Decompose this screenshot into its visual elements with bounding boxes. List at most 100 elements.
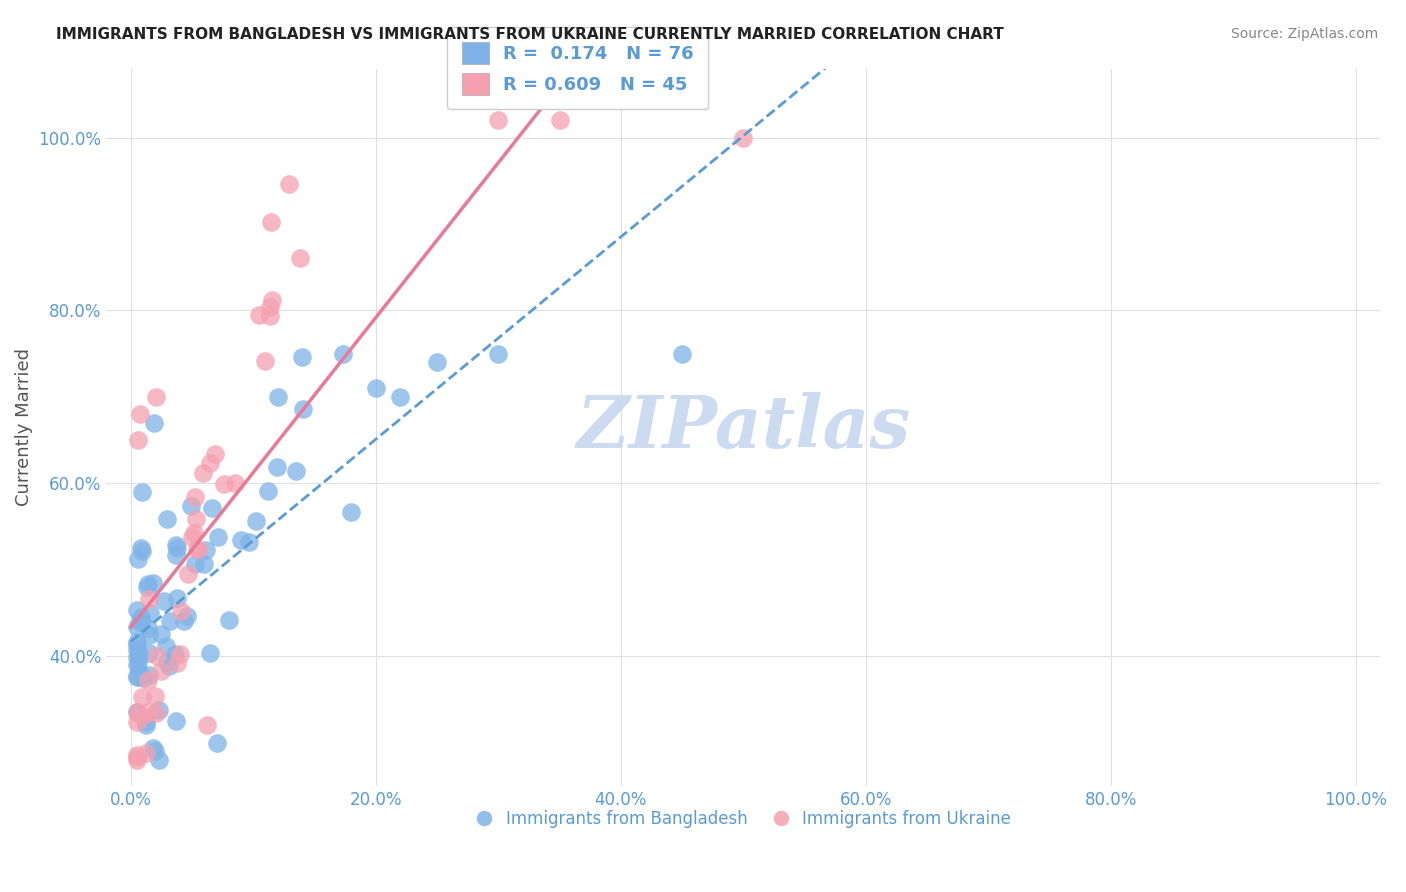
Point bbox=[262, 293, 284, 307]
Point bbox=[128, 665, 150, 679]
Point bbox=[125, 670, 148, 684]
Point bbox=[291, 402, 314, 417]
Point bbox=[142, 416, 165, 430]
Text: Source: ZipAtlas.com: Source: ZipAtlas.com bbox=[1230, 27, 1378, 41]
Point bbox=[165, 714, 187, 728]
Point bbox=[201, 500, 224, 515]
Point bbox=[165, 548, 187, 562]
Point bbox=[389, 390, 412, 404]
Point bbox=[166, 541, 188, 555]
Point bbox=[183, 526, 205, 541]
Point bbox=[125, 750, 148, 764]
Point bbox=[259, 300, 281, 314]
Point bbox=[143, 690, 166, 704]
Point bbox=[129, 615, 152, 630]
Point bbox=[131, 690, 153, 705]
Point bbox=[125, 638, 148, 652]
Point bbox=[129, 613, 152, 627]
Point bbox=[169, 647, 191, 661]
Point bbox=[169, 604, 191, 618]
Point bbox=[135, 746, 157, 760]
Point bbox=[231, 533, 253, 547]
Point bbox=[127, 552, 149, 566]
Point bbox=[163, 647, 186, 661]
Point bbox=[127, 620, 149, 634]
Point bbox=[291, 350, 314, 364]
Point bbox=[267, 390, 290, 404]
Point bbox=[671, 347, 693, 361]
Point bbox=[288, 252, 311, 266]
Point bbox=[426, 355, 449, 369]
Point bbox=[340, 505, 363, 519]
Point bbox=[125, 634, 148, 648]
Point bbox=[212, 476, 235, 491]
Point bbox=[180, 499, 202, 513]
Point bbox=[129, 609, 152, 624]
Point bbox=[200, 456, 222, 470]
Point bbox=[136, 621, 159, 635]
Point bbox=[224, 476, 246, 491]
Point bbox=[127, 705, 149, 719]
Point bbox=[125, 603, 148, 617]
Point bbox=[127, 433, 149, 447]
Point bbox=[125, 642, 148, 657]
Point bbox=[156, 511, 179, 525]
Point bbox=[125, 669, 148, 683]
Point bbox=[139, 606, 162, 620]
Point bbox=[148, 753, 170, 767]
Point bbox=[166, 656, 188, 670]
Point bbox=[136, 577, 159, 591]
Point bbox=[184, 512, 207, 526]
Point bbox=[249, 308, 271, 322]
Point bbox=[260, 215, 283, 229]
Point bbox=[200, 646, 222, 660]
Point bbox=[195, 718, 218, 732]
Point bbox=[278, 177, 301, 191]
Point bbox=[176, 608, 198, 623]
Point bbox=[733, 130, 755, 145]
Point bbox=[191, 466, 214, 480]
Point bbox=[135, 718, 157, 732]
Text: ZIPatlas: ZIPatlas bbox=[576, 392, 911, 463]
Point bbox=[257, 483, 280, 498]
Point bbox=[138, 592, 160, 607]
Point bbox=[218, 613, 240, 627]
Point bbox=[143, 744, 166, 758]
Point bbox=[207, 530, 229, 544]
Point bbox=[166, 591, 188, 605]
Y-axis label: Currently Married: Currently Married bbox=[15, 348, 32, 506]
Point bbox=[157, 659, 180, 673]
Point bbox=[127, 655, 149, 669]
Point bbox=[136, 580, 159, 594]
Legend: Immigrants from Bangladesh, Immigrants from Ukraine: Immigrants from Bangladesh, Immigrants f… bbox=[470, 804, 1018, 835]
Point bbox=[148, 703, 170, 717]
Point bbox=[165, 539, 187, 553]
Point bbox=[145, 390, 167, 404]
Point bbox=[193, 557, 215, 571]
Point bbox=[195, 543, 218, 558]
Point bbox=[131, 484, 153, 499]
Point bbox=[138, 668, 160, 682]
Point bbox=[125, 650, 148, 665]
Point bbox=[184, 491, 207, 505]
Point bbox=[141, 576, 163, 591]
Point bbox=[187, 541, 209, 556]
Point bbox=[285, 464, 308, 478]
Point bbox=[184, 557, 207, 571]
Point bbox=[364, 381, 387, 395]
Point bbox=[488, 113, 510, 128]
Point bbox=[204, 447, 226, 461]
Point bbox=[266, 459, 288, 474]
Point bbox=[253, 354, 276, 368]
Point bbox=[153, 593, 176, 607]
Point bbox=[156, 655, 179, 669]
Point bbox=[131, 709, 153, 723]
Point bbox=[125, 658, 148, 673]
Point bbox=[259, 310, 281, 324]
Point bbox=[149, 664, 172, 678]
Point bbox=[125, 706, 148, 720]
Point bbox=[159, 614, 181, 628]
Point bbox=[129, 541, 152, 556]
Point bbox=[245, 514, 267, 528]
Point bbox=[138, 646, 160, 660]
